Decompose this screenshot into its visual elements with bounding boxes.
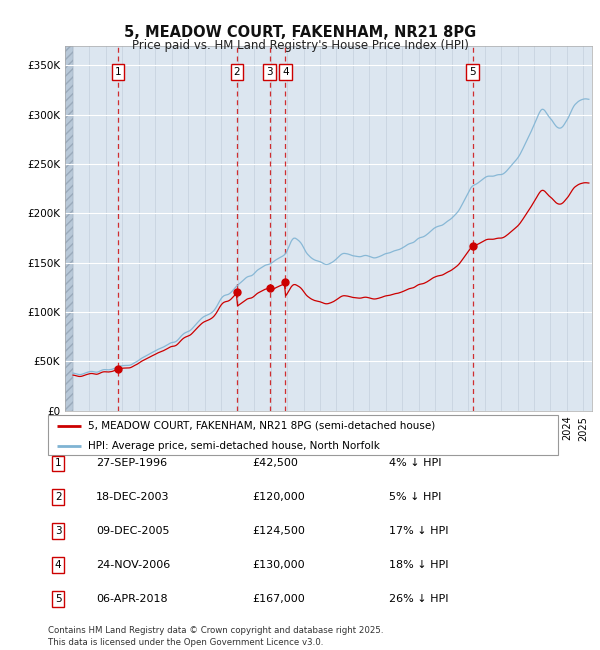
Text: 5, MEADOW COURT, FAKENHAM, NR21 8PG (semi-detached house): 5, MEADOW COURT, FAKENHAM, NR21 8PG (sem… [88,421,435,430]
Text: 4% ↓ HPI: 4% ↓ HPI [389,458,442,469]
Text: 17% ↓ HPI: 17% ↓ HPI [389,526,448,536]
Text: 09-DEC-2005: 09-DEC-2005 [96,526,170,536]
Text: 1: 1 [115,67,121,77]
Text: £167,000: £167,000 [252,593,305,604]
Text: 4: 4 [55,560,62,570]
Text: 5, MEADOW COURT, FAKENHAM, NR21 8PG: 5, MEADOW COURT, FAKENHAM, NR21 8PG [124,25,476,40]
FancyBboxPatch shape [48,415,558,455]
Text: £120,000: £120,000 [252,492,305,502]
Text: 26% ↓ HPI: 26% ↓ HPI [389,593,448,604]
Text: 2: 2 [55,492,62,502]
Text: £130,000: £130,000 [252,560,305,570]
Text: 27-SEP-1996: 27-SEP-1996 [96,458,167,469]
Text: 5% ↓ HPI: 5% ↓ HPI [389,492,441,502]
Text: HPI: Average price, semi-detached house, North Norfolk: HPI: Average price, semi-detached house,… [88,441,380,451]
Text: Price paid vs. HM Land Registry's House Price Index (HPI): Price paid vs. HM Land Registry's House … [131,39,469,52]
Text: Contains HM Land Registry data © Crown copyright and database right 2025.
This d: Contains HM Land Registry data © Crown c… [48,626,383,647]
Text: 06-APR-2018: 06-APR-2018 [96,593,167,604]
Text: £124,500: £124,500 [252,526,305,536]
Text: 24-NOV-2006: 24-NOV-2006 [96,560,170,570]
Text: 2: 2 [233,67,241,77]
Text: 5: 5 [469,67,476,77]
Text: 18% ↓ HPI: 18% ↓ HPI [389,560,448,570]
Text: 4: 4 [282,67,289,77]
Text: 3: 3 [266,67,273,77]
Text: 3: 3 [55,526,62,536]
Text: 18-DEC-2003: 18-DEC-2003 [96,492,170,502]
Text: £42,500: £42,500 [252,458,298,469]
Text: 5: 5 [55,593,62,604]
Text: 1: 1 [55,458,62,469]
